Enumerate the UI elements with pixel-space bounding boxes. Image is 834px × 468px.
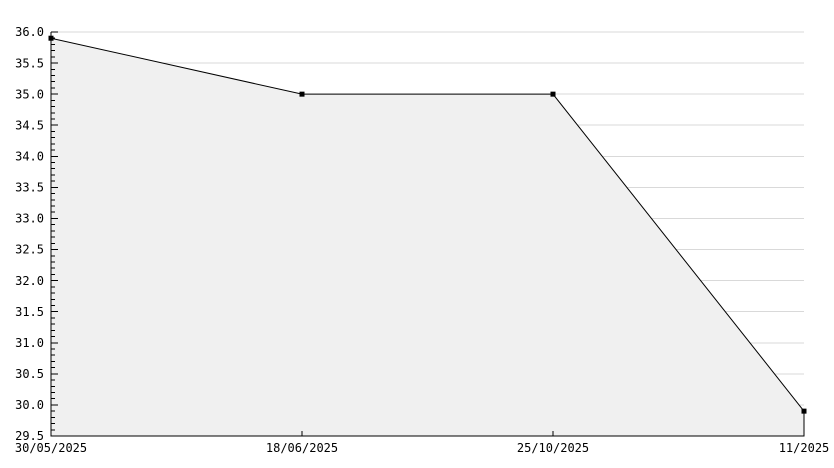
data-point [801, 408, 807, 414]
y-tick-label: 33.0 [15, 212, 44, 226]
y-tick-label: 32.0 [15, 274, 44, 288]
y-tick-label: 30.5 [15, 367, 44, 381]
y-tick-label: 34.0 [15, 150, 44, 164]
series-area [50, 37, 805, 437]
x-tick-label: 25/10/2025 [517, 441, 589, 455]
y-tick-label: 35.5 [15, 56, 44, 70]
x-tick-label: 11/2025 [779, 441, 830, 455]
y-tick-label: 33.5 [15, 181, 44, 195]
y-tick-label: 31.0 [15, 336, 44, 350]
y-tick-label: 34.5 [15, 118, 44, 132]
y-tick-label: 32.5 [15, 243, 44, 257]
y-tick-label: 29.5 [15, 429, 44, 443]
x-tick-label: 18/06/2025 [266, 441, 338, 455]
data-point [550, 91, 556, 97]
y-tick-label: 31.5 [15, 305, 44, 319]
y-tick-label: 30.0 [15, 398, 44, 412]
data-point [299, 91, 305, 97]
y-tick-label: 36.0 [15, 25, 44, 39]
x-tick-label: 30/05/2025 [15, 441, 87, 455]
y-tick-label: 35.0 [15, 87, 44, 101]
